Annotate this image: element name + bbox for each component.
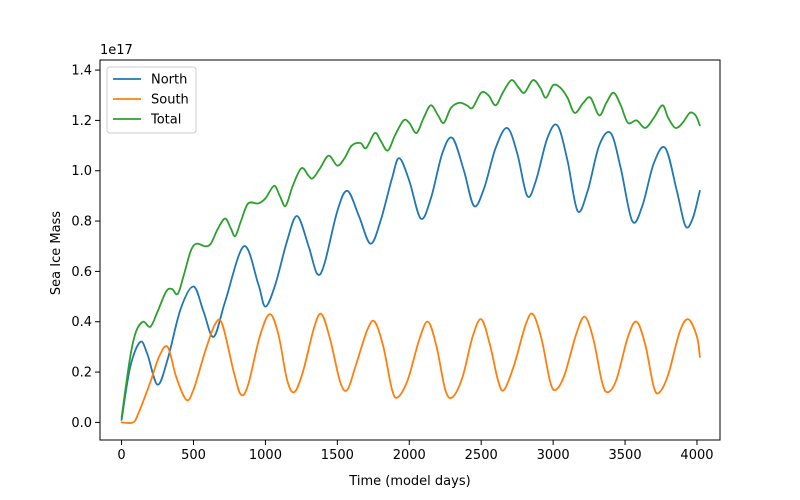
series-line-total bbox=[120, 79, 701, 419]
y-tick-label: 0.6 bbox=[71, 265, 92, 280]
y-tick-label: 0.8 bbox=[71, 215, 92, 230]
y-axis-label: Sea Ice Mass bbox=[49, 211, 64, 295]
x-tick-label: 2000 bbox=[393, 448, 426, 463]
axes-frame bbox=[99, 59, 721, 441]
legend-label-south: South bbox=[151, 93, 189, 108]
y-tick-label: 0.0 bbox=[71, 416, 92, 431]
x-tick-label: 0 bbox=[117, 448, 125, 463]
plot-area bbox=[99, 59, 721, 441]
x-tick-label: 4000 bbox=[680, 448, 713, 463]
y-tick-label: 0.4 bbox=[71, 315, 92, 330]
y-axis: 0.0 0.2 0.4 0.6 0.8 1.0 1.2 1.4 bbox=[71, 64, 100, 431]
x-axis: 0 500 1000 1500 2000 2500 3000 3500 4000 bbox=[117, 440, 714, 463]
x-tick-label: 2500 bbox=[465, 448, 498, 463]
y-tick-label: 1.2 bbox=[71, 114, 92, 129]
legend-label-north: North bbox=[151, 73, 187, 88]
x-axis-label: Time (model days) bbox=[348, 474, 470, 489]
x-tick-label: 3500 bbox=[609, 448, 642, 463]
legend-box bbox=[106, 66, 197, 134]
series-line-north bbox=[120, 123, 701, 421]
y-offset-label: 1e17 bbox=[100, 43, 133, 58]
series-line-south bbox=[120, 312, 701, 425]
x-tick-label: 500 bbox=[181, 448, 206, 463]
y-tick-label: 0.2 bbox=[71, 366, 92, 381]
legend-label-total: Total bbox=[150, 113, 181, 128]
legend: North South Total bbox=[106, 66, 197, 134]
x-tick-label: 1500 bbox=[321, 448, 354, 463]
y-tick-label: 1.4 bbox=[71, 64, 92, 79]
x-tick-label: 1000 bbox=[249, 448, 282, 463]
series-group bbox=[120, 79, 701, 425]
y-tick-label: 1.0 bbox=[71, 164, 92, 179]
x-tick-label: 3000 bbox=[537, 448, 570, 463]
